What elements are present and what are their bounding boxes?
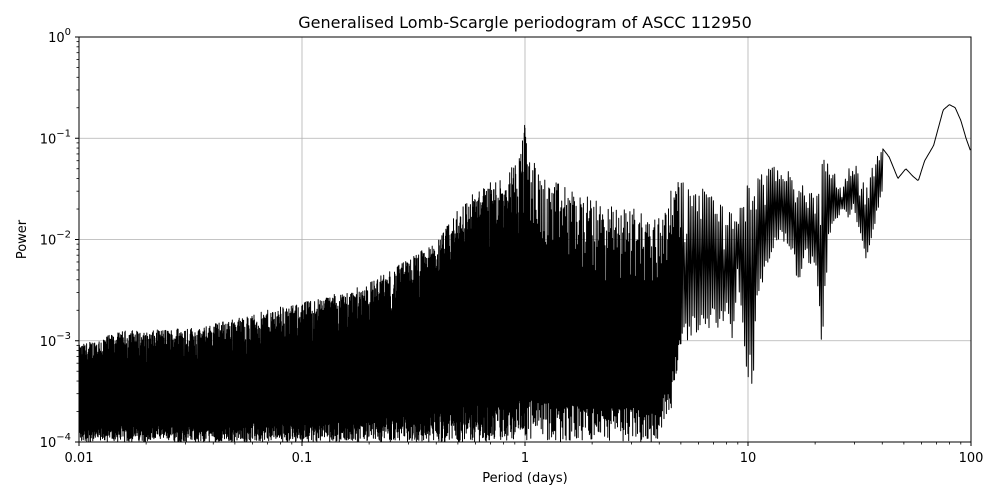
periodogram-line: [79, 104, 971, 442]
x-tick-label: 0.1: [292, 451, 313, 466]
y-tick-label: 10−2: [40, 230, 71, 249]
x-tick-label: 1: [521, 451, 529, 466]
axis-ticks: 0.01 0.1 1 10 100 10−4 10−3 10−2 10−1 100: [40, 27, 984, 466]
data-series: [79, 104, 971, 442]
y-tick-label: 10−1: [40, 128, 71, 147]
x-tick-label: 100: [959, 451, 984, 466]
x-axis-label: Period (days): [482, 471, 568, 486]
y-axis-label: Power: [15, 219, 30, 259]
chart-title: Generalised Lomb-Scargle periodogram of …: [298, 13, 752, 32]
x-tick-label: 0.01: [65, 451, 94, 466]
x-tick-label: 10: [740, 451, 757, 466]
y-tick-label: 10−4: [40, 432, 71, 451]
y-tick-label: 100: [48, 27, 71, 46]
y-tick-label: 10−3: [40, 331, 71, 350]
